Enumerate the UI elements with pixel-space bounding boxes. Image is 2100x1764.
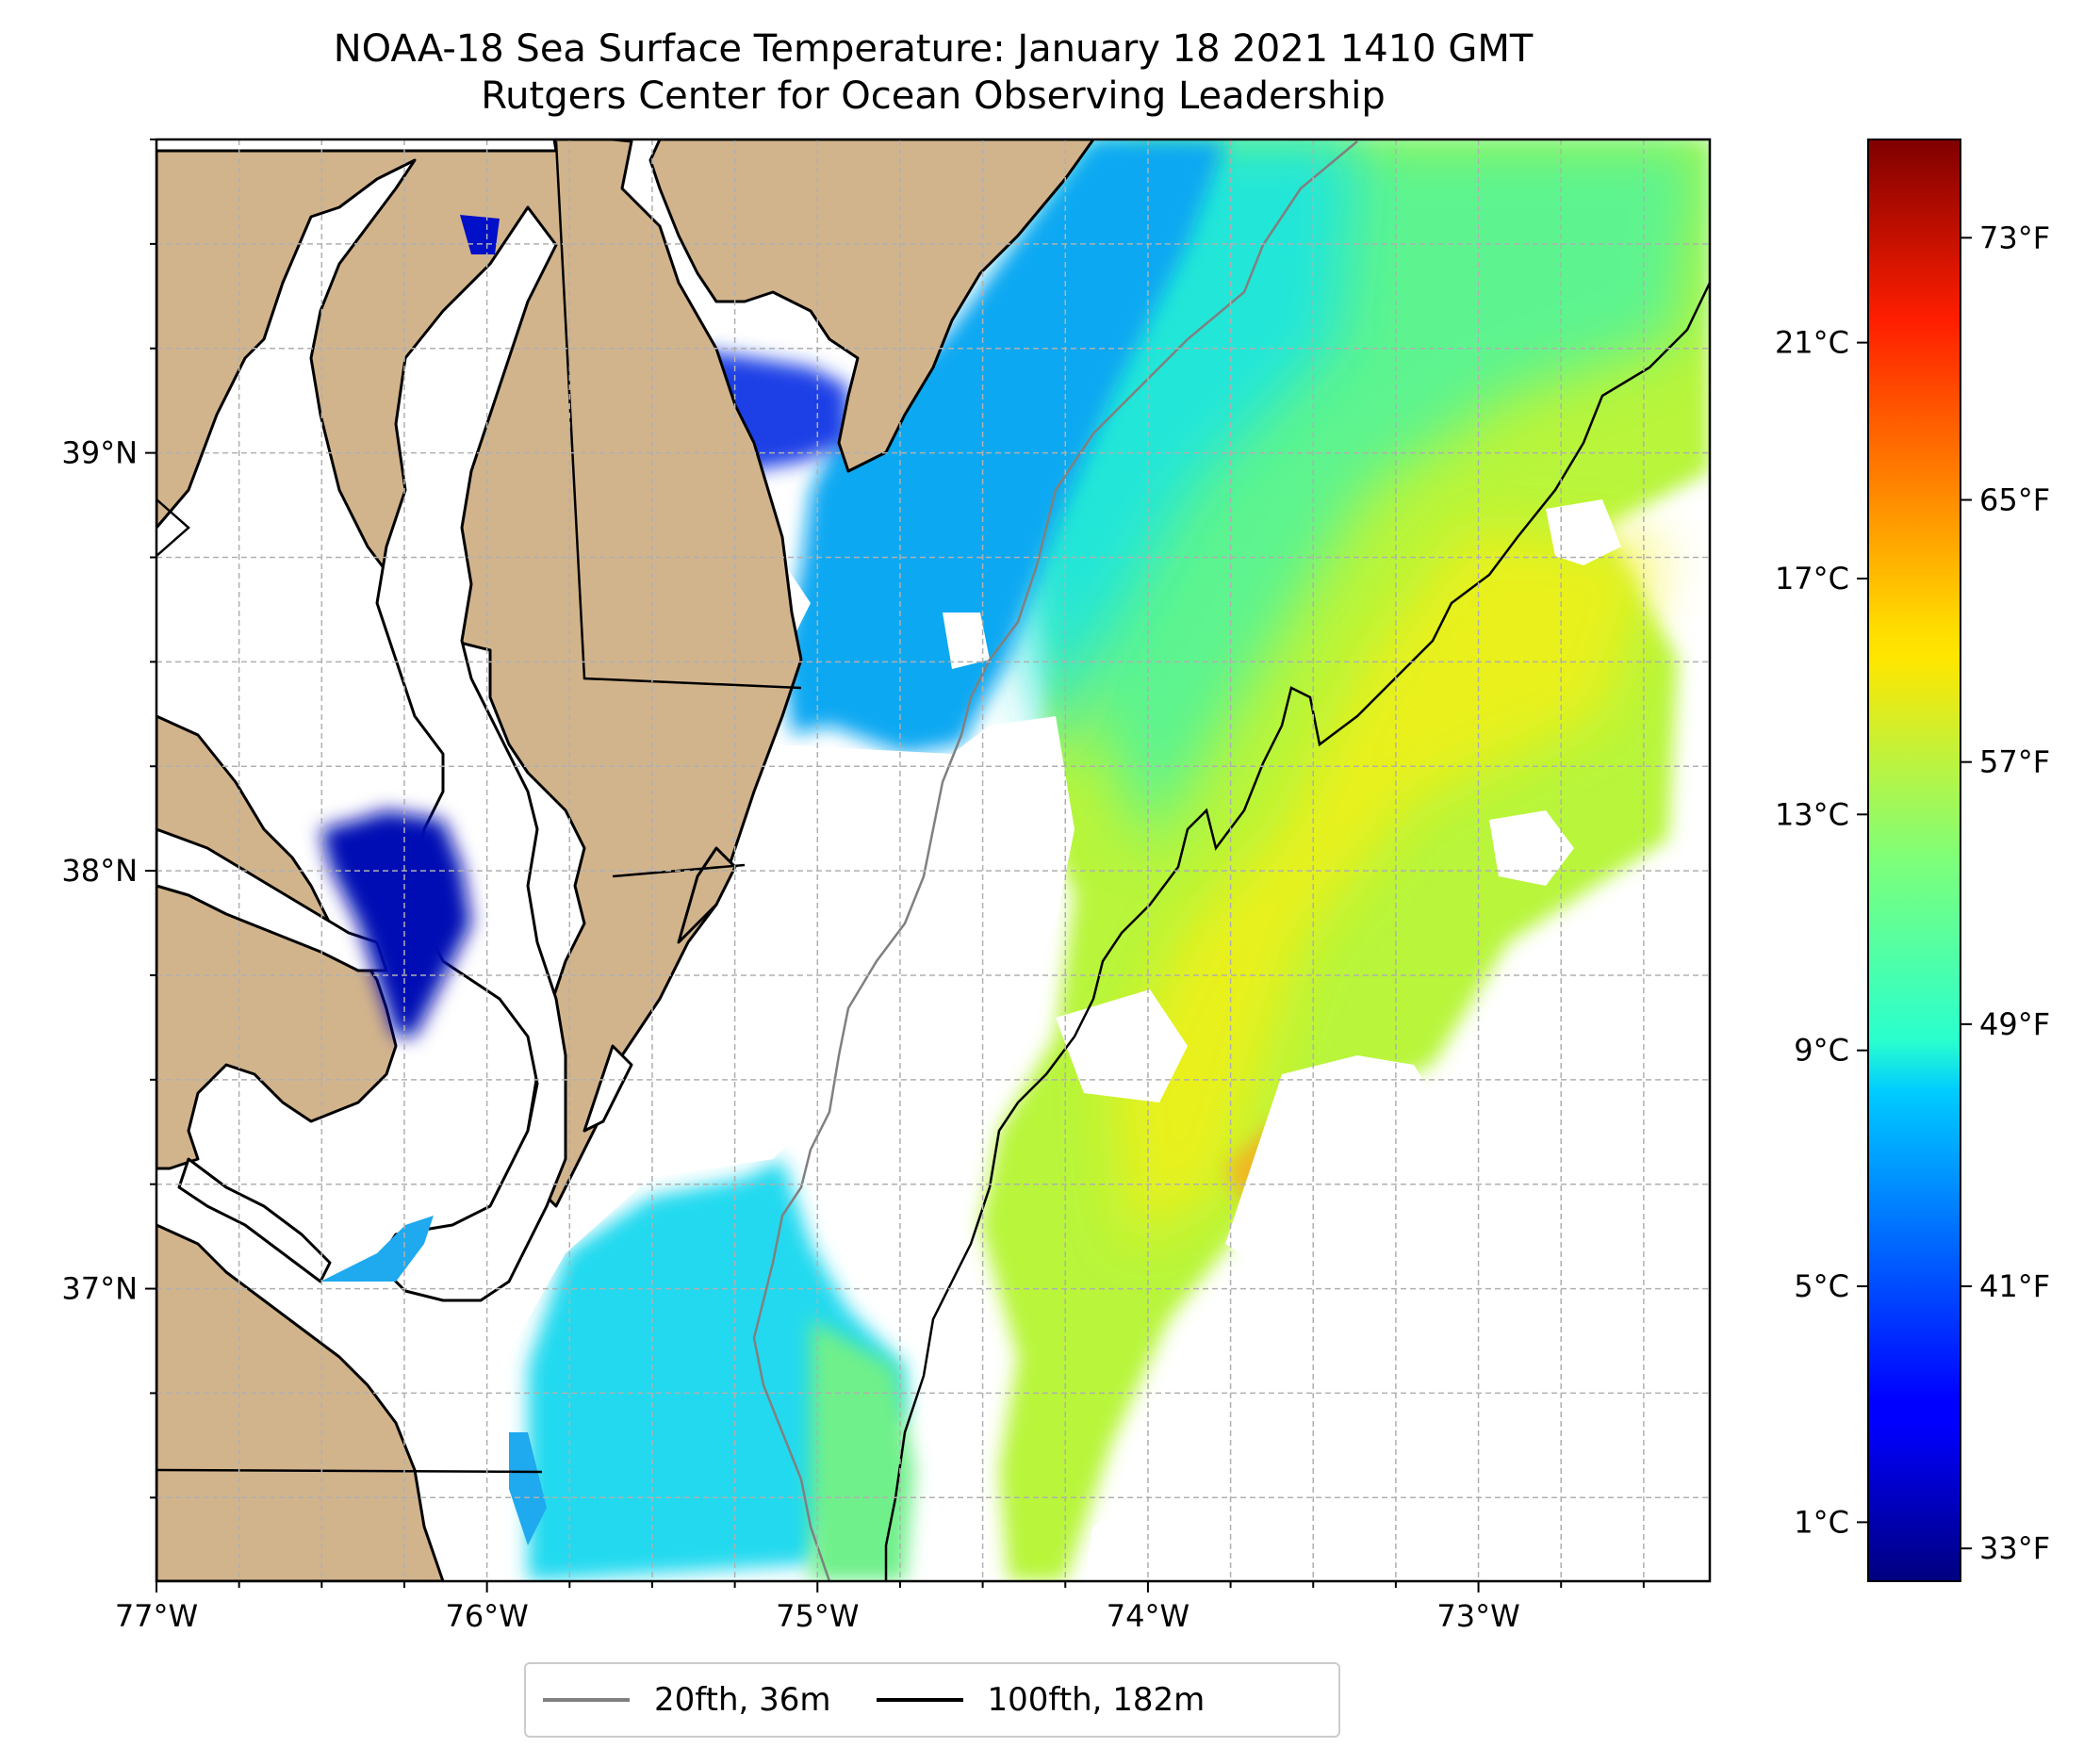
colorbar-c-tick-label: 13°C bbox=[1775, 796, 1849, 832]
x-tick-label: 75°W bbox=[776, 1598, 859, 1634]
bay-sst-cyan-south bbox=[320, 1216, 434, 1282]
land-eastern-shore-strip bbox=[677, 846, 737, 944]
colorbar-c-tick-label: 1°C bbox=[1794, 1504, 1849, 1540]
gridlines bbox=[156, 139, 1710, 1581]
colorbar-f-tick-label: 41°F bbox=[1979, 1268, 2050, 1304]
sst-yellow-band bbox=[1112, 528, 1659, 1244]
x-tick-label: 77°W bbox=[115, 1598, 198, 1634]
x-tick-label: 73°W bbox=[1436, 1598, 1519, 1634]
boundary-md-west bbox=[156, 498, 190, 557]
cloud-gap-east-3 bbox=[1546, 499, 1621, 565]
x-axis: 77°W 76°W 75°W 74°W 73°W bbox=[115, 1581, 1645, 1634]
boundary-va-nc bbox=[156, 1468, 543, 1474]
map-frame bbox=[155, 138, 1712, 1583]
bay-potomac bbox=[156, 827, 388, 972]
colorbar-c-tick-label: 9°C bbox=[1794, 1033, 1849, 1069]
y-axis: 39°N 38°N 37°N bbox=[61, 139, 156, 1499]
title-line-1: NOAA-18 Sea Surface Temperature: January… bbox=[333, 27, 1534, 71]
legend-item-100fth: 100fth, 182m bbox=[876, 1681, 1206, 1719]
cloud-gap-hole bbox=[943, 612, 990, 669]
sst-green-south bbox=[811, 1319, 914, 1581]
isobath-20fth bbox=[752, 140, 1358, 1581]
cloud-gap-east-2 bbox=[1489, 810, 1574, 886]
isobath-100fth bbox=[884, 282, 1710, 1581]
cloud-gap-east bbox=[1225, 1055, 1442, 1263]
legend-label-20fth: 20fth, 36m bbox=[654, 1681, 831, 1719]
sst-blue-nearshore bbox=[782, 139, 1225, 754]
legend: 20fth, 36m 100fth, 182m bbox=[524, 1662, 1340, 1738]
cloud-gap-mid bbox=[1056, 989, 1188, 1102]
y-tick-label: 38°N bbox=[61, 853, 138, 889]
colorbar-f-tick-label: 73°F bbox=[1979, 220, 2050, 255]
x-tick-label: 74°W bbox=[1107, 1598, 1189, 1634]
y-tick-label: 39°N bbox=[61, 435, 138, 471]
legend-item-20fth: 20fth, 36m bbox=[543, 1681, 831, 1719]
colorbar-f-tick-label: 65°F bbox=[1979, 482, 2050, 518]
land-cape-may bbox=[648, 139, 1095, 473]
bay-tangier bbox=[582, 1044, 633, 1133]
colorbar-f-tick-label: 49°F bbox=[1979, 1006, 2050, 1042]
bay-sst-cold-mid bbox=[320, 810, 471, 1037]
colorbar-fahrenheit-axis: 73°F 65°F 57°F 49°F 41°F 33°F bbox=[1961, 220, 2050, 1566]
colorbar-c-tick-label: 21°C bbox=[1775, 325, 1849, 361]
land-virginia-south bbox=[156, 1223, 445, 1581]
state-boundaries bbox=[156, 140, 802, 1474]
cloud-gap-south bbox=[1084, 1244, 1602, 1581]
colorbar-c-tick-label: 17°C bbox=[1775, 561, 1849, 596]
bay-sst-cyan-strip bbox=[509, 1432, 547, 1545]
colorbar-f-tick-label: 33°F bbox=[1979, 1530, 2050, 1566]
land-delmarva-north bbox=[156, 139, 803, 1208]
boundary-de-md bbox=[554, 140, 802, 690]
land-western-shore bbox=[156, 714, 398, 1170]
y-tick-label: 37°N bbox=[61, 1271, 138, 1307]
title-line-2: Rutgers Center for Ocean Observing Leade… bbox=[481, 74, 1386, 118]
legend-line-20fth bbox=[543, 1698, 630, 1702]
legend-label-100fth: 100fth, 182m bbox=[987, 1681, 1206, 1719]
x-tick-label: 76°W bbox=[445, 1598, 528, 1634]
legend-line-100fth bbox=[876, 1698, 963, 1702]
colorbar bbox=[1867, 139, 1961, 1582]
colorbar-c-tick-label: 5°C bbox=[1794, 1268, 1849, 1304]
map-area bbox=[156, 139, 1710, 1581]
land bbox=[156, 139, 1095, 1581]
colorbar-f-tick-label: 57°F bbox=[1979, 744, 2050, 780]
colorbar-celsius-axis: 21°C 17°C 13°C 9°C 5°C 1°C bbox=[1775, 325, 1868, 1540]
